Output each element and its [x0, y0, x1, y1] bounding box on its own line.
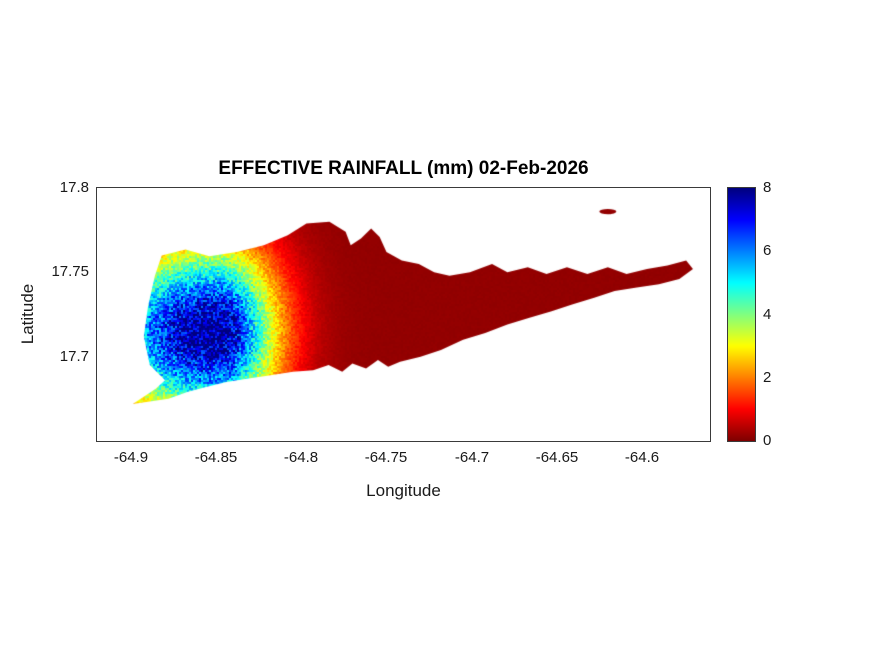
- x-tick-label: -64.7: [454, 449, 490, 466]
- y-tick-label: 17.8: [59, 179, 89, 196]
- plot-area: [96, 187, 711, 442]
- y-axis-label: Latitude: [18, 283, 37, 345]
- colorbar-gradient-canvas: [728, 188, 755, 441]
- x-tick-label: -64.65: [535, 449, 579, 466]
- colorbar-tick-label: 6: [763, 242, 772, 259]
- x-tick-label: -64.9: [113, 449, 149, 466]
- x-tick-label: -64.8: [283, 449, 319, 466]
- y-tick-label: 17.75: [51, 263, 89, 280]
- x-axis-label: Longitude: [366, 481, 441, 500]
- x-tick-label: -64.75: [364, 449, 408, 466]
- colorbar: [727, 187, 756, 442]
- colorbar-tick-label: 0: [763, 432, 772, 449]
- chart-title: EFFECTIVE RAINFALL (mm) 02-Feb-2026: [218, 158, 589, 179]
- colorbar-tick-label: 2: [763, 369, 772, 386]
- rainfall-heatmap-canvas: [97, 188, 710, 441]
- x-tick-label: -64.85: [194, 449, 238, 466]
- y-tick-label: 17.7: [59, 348, 89, 365]
- colorbar-tick-label: 8: [763, 179, 772, 196]
- colorbar-tick-label: 4: [763, 306, 772, 323]
- x-tick-label: -64.6: [624, 449, 660, 466]
